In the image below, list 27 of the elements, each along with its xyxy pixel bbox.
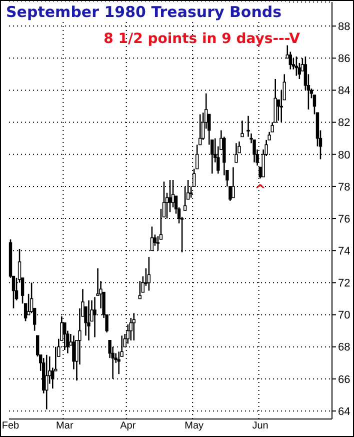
annotation: ^ — [254, 182, 266, 198]
candlestick — [45, 354, 48, 410]
y-tick-label: 78 — [338, 181, 350, 194]
y-tick-label: 80 — [338, 149, 350, 162]
annotation: 8 1/2 points in 9 days---V — [104, 31, 300, 47]
candlestick — [147, 256, 151, 292]
x-tick-label: Mar — [56, 420, 74, 432]
y-tick-label: 74 — [338, 246, 350, 258]
y-tick-label: 68 — [338, 342, 350, 354]
x-tick-label: Apr — [120, 420, 136, 432]
y-tick-label: 76 — [338, 213, 350, 226]
y-tick-label: 86 — [338, 53, 350, 66]
chart-title: September 1980 Treasury Bonds — [2, 2, 286, 22]
y-tick-label: 64 — [338, 406, 350, 418]
candlestick — [232, 166, 235, 198]
y-tick-label: 70 — [338, 310, 350, 322]
x-tick-label: May — [184, 420, 204, 432]
candlestick — [117, 350, 120, 375]
y-tick-label: 72 — [338, 278, 350, 290]
candlestick — [129, 317, 132, 342]
y-tick-label: 66 — [338, 374, 350, 386]
y-tick-label: 84 — [338, 85, 350, 98]
y-tick-label: 82 — [338, 117, 350, 130]
candlestick — [132, 312, 136, 342]
x-tick-label: Jun — [252, 420, 268, 432]
x-tick-label: Feb — [2, 420, 20, 432]
y-tick-label: 88 — [338, 20, 350, 33]
